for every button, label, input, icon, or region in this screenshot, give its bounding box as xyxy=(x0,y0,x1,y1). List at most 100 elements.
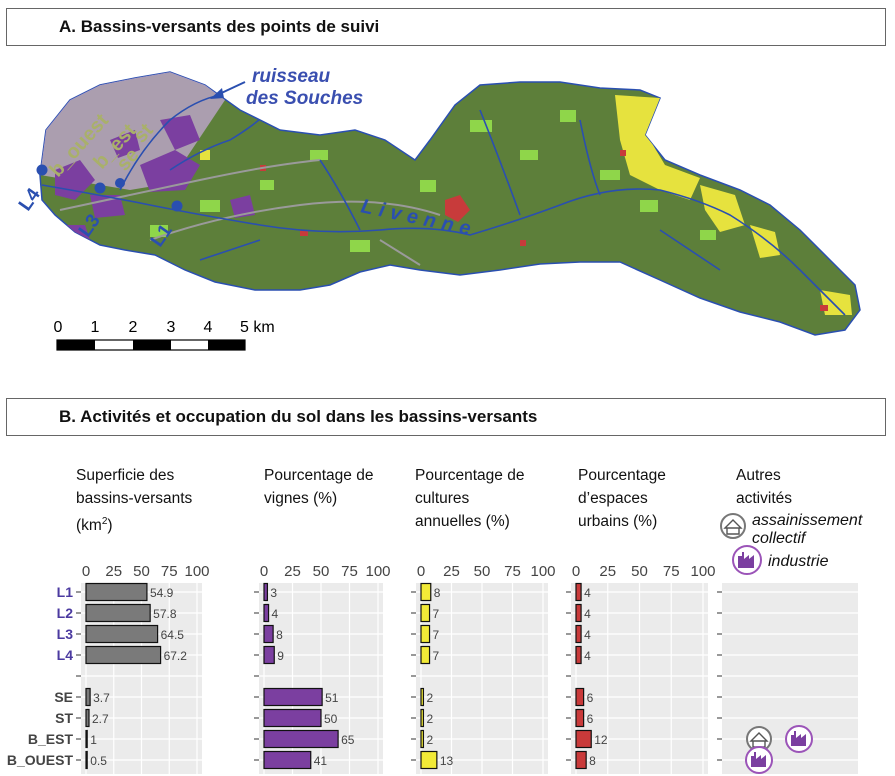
data-label: 41 xyxy=(314,754,328,768)
data-label: 67.2 xyxy=(164,649,188,663)
bar-0-ST xyxy=(85,708,90,728)
tick-label: 25 xyxy=(105,563,122,580)
bar-3-ST xyxy=(575,708,585,728)
data-label: 7 xyxy=(433,628,440,642)
tick-label: 75 xyxy=(341,563,358,580)
data-label: 7 xyxy=(433,649,440,663)
data-label: 65 xyxy=(341,733,355,747)
data-label: 7 xyxy=(433,607,440,621)
tick-label: 25 xyxy=(284,563,301,580)
industry-icon xyxy=(785,725,813,753)
bar-2-B_OUEST xyxy=(420,750,438,770)
industry-icon xyxy=(732,545,762,575)
data-label: 13 xyxy=(440,754,454,768)
tick-label: 75 xyxy=(663,563,680,580)
bar-1-ST xyxy=(263,708,322,728)
grassland-patches xyxy=(150,110,716,252)
legend-sanitation-line2: collectif xyxy=(752,530,807,547)
bar-0-B_OUEST xyxy=(85,750,88,770)
scale-tick-4: 4 xyxy=(204,319,213,336)
bar-1-B_EST xyxy=(263,729,339,749)
monitoring-point-l3 xyxy=(94,182,106,194)
data-label: 6 xyxy=(587,712,594,726)
data-label: 64.5 xyxy=(161,628,185,642)
legend-industry: industrie xyxy=(768,553,829,570)
data-label: 54.9 xyxy=(150,586,174,600)
bar-charts: assainissement collectif industrie 0 25 50… xyxy=(7,512,863,774)
bar-2-L1 xyxy=(420,582,432,602)
tick-label: 100 xyxy=(184,563,209,580)
tick-label: 25 xyxy=(599,563,616,580)
tick-label: 0 xyxy=(572,563,580,580)
data-label: 51 xyxy=(325,691,339,705)
scale-tick-2: 2 xyxy=(129,319,138,336)
tick-label: 100 xyxy=(365,563,390,580)
category-label-B_OUEST: B_OUEST xyxy=(7,752,74,768)
scale-tick-5: 5 km xyxy=(240,319,275,336)
data-label: 9 xyxy=(277,649,284,663)
tick-label: 0 xyxy=(417,563,425,580)
bar-2-B_EST xyxy=(420,729,425,749)
data-label: 0.5 xyxy=(90,754,107,768)
scale-bar: 0 1 2 3 4 5 km xyxy=(54,319,275,351)
monitoring-point-l1 xyxy=(171,200,183,212)
scale-tick-0: 0 xyxy=(54,319,63,336)
bar-3-L4 xyxy=(575,645,582,665)
roads xyxy=(59,159,441,266)
data-label: 2 xyxy=(426,733,433,747)
river-network xyxy=(41,94,846,316)
urban-panel-header: Pourcentage d’espaces urbains (%) xyxy=(578,467,666,530)
bar-0-L1 xyxy=(85,582,148,602)
category-label-L2: L2 xyxy=(57,605,74,621)
data-label: 3 xyxy=(270,586,277,600)
bar-1-SE xyxy=(263,687,323,707)
stream-arrow-head xyxy=(210,88,224,99)
data-label: 4 xyxy=(584,607,591,621)
area-panel-header: Superficie des bassins-versants (km2) xyxy=(76,467,193,535)
bar-3-B_EST xyxy=(575,729,592,749)
monitoring-point-se xyxy=(115,178,125,188)
tick-label: 0 xyxy=(82,563,90,580)
tick-label: 50 xyxy=(631,563,648,580)
bar-1-L2 xyxy=(263,603,270,623)
other-panel-header: Autres activités xyxy=(736,467,792,507)
stream-label-line1: ruisseau xyxy=(252,66,331,87)
tick-label: 50 xyxy=(313,563,330,580)
data-label: 8 xyxy=(276,628,283,642)
bar-2-ST xyxy=(420,708,425,728)
bar-0-B_EST xyxy=(85,729,88,749)
bar-2-L4 xyxy=(420,645,431,665)
watershed-map: ruisseau des Souches b_ouest b_est se st… xyxy=(15,66,861,351)
tick-label: 25 xyxy=(443,563,460,580)
data-label: 2 xyxy=(426,712,433,726)
data-label: 1 xyxy=(90,733,97,747)
category-label-SE: SE xyxy=(54,689,73,705)
bar-1-L1 xyxy=(263,582,269,602)
vines-panel-header: Pourcentage de vignes (%) xyxy=(264,467,374,507)
tick-label: 50 xyxy=(474,563,491,580)
section-b-title: B. Activités et occupation du sol dans l… xyxy=(6,398,886,436)
bar-3-SE xyxy=(575,687,585,707)
bar-3-L2 xyxy=(575,603,582,623)
data-label: 8 xyxy=(589,754,596,768)
industry-icon xyxy=(745,746,773,774)
legend-sanitation-line1: assainissement xyxy=(752,512,863,529)
bar-0-L2 xyxy=(85,603,151,623)
data-label: 3.7 xyxy=(93,691,110,705)
data-label: 2 xyxy=(426,691,433,705)
bar-2-L2 xyxy=(420,603,431,623)
data-label: 57.8 xyxy=(153,607,177,621)
bar-2-L3 xyxy=(420,624,431,644)
category-label-B_EST: B_EST xyxy=(28,731,74,747)
bar-1-L3 xyxy=(263,624,274,644)
scale-tick-1: 1 xyxy=(91,319,100,336)
data-label: 2.7 xyxy=(92,712,109,726)
bar-0-L3 xyxy=(85,624,159,644)
crop-patches xyxy=(200,95,852,315)
category-label-L3: L3 xyxy=(57,626,74,642)
category-label-L4: L4 xyxy=(57,647,74,663)
tick-label: 100 xyxy=(690,563,715,580)
data-label: 4 xyxy=(272,607,279,621)
bar-3-B_OUEST xyxy=(575,750,587,770)
data-label: 12 xyxy=(594,733,608,747)
